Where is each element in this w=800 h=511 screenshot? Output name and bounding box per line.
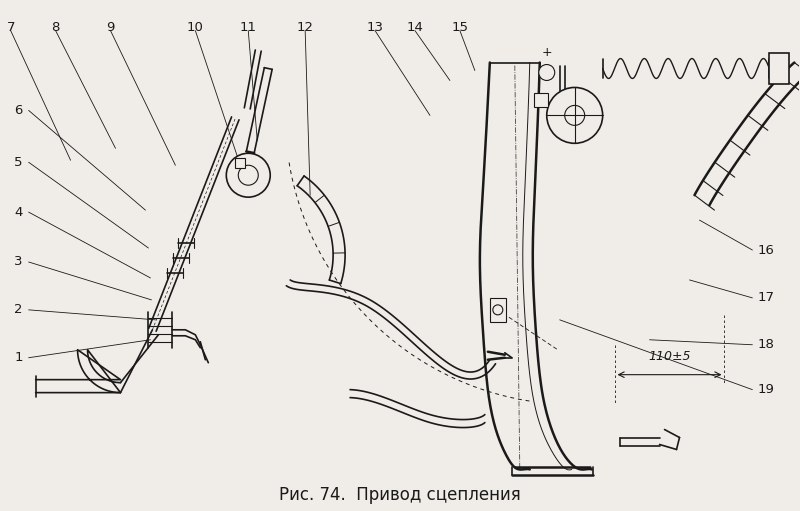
Circle shape: [226, 153, 270, 197]
Text: Рис. 74.  Привод сцепления: Рис. 74. Привод сцепления: [279, 486, 521, 504]
Circle shape: [546, 87, 602, 143]
Text: 5: 5: [14, 156, 23, 169]
Text: 11: 11: [240, 20, 257, 34]
Circle shape: [238, 165, 258, 185]
Text: 13: 13: [366, 20, 383, 34]
Text: 2: 2: [14, 304, 23, 316]
Circle shape: [493, 305, 503, 315]
Text: 3: 3: [14, 256, 23, 268]
Text: 110±5: 110±5: [648, 350, 690, 363]
Text: 19: 19: [758, 383, 774, 396]
Circle shape: [565, 105, 585, 125]
Text: 10: 10: [187, 20, 204, 34]
Text: 9: 9: [106, 20, 114, 34]
Text: 6: 6: [14, 104, 23, 117]
Text: +: +: [542, 46, 552, 59]
Text: 15: 15: [451, 20, 468, 34]
Text: 14: 14: [406, 20, 423, 34]
Bar: [770, 53, 790, 84]
Text: 4: 4: [14, 205, 23, 219]
Text: 8: 8: [51, 20, 60, 34]
Text: 18: 18: [758, 338, 774, 351]
Bar: [490, 298, 506, 322]
Bar: [235, 158, 246, 168]
Text: 1: 1: [14, 351, 23, 364]
Text: 7: 7: [6, 20, 15, 34]
Text: 16: 16: [758, 244, 774, 257]
Text: 17: 17: [758, 291, 774, 305]
Circle shape: [538, 64, 554, 80]
Text: 12: 12: [297, 20, 314, 34]
Bar: [534, 94, 548, 107]
